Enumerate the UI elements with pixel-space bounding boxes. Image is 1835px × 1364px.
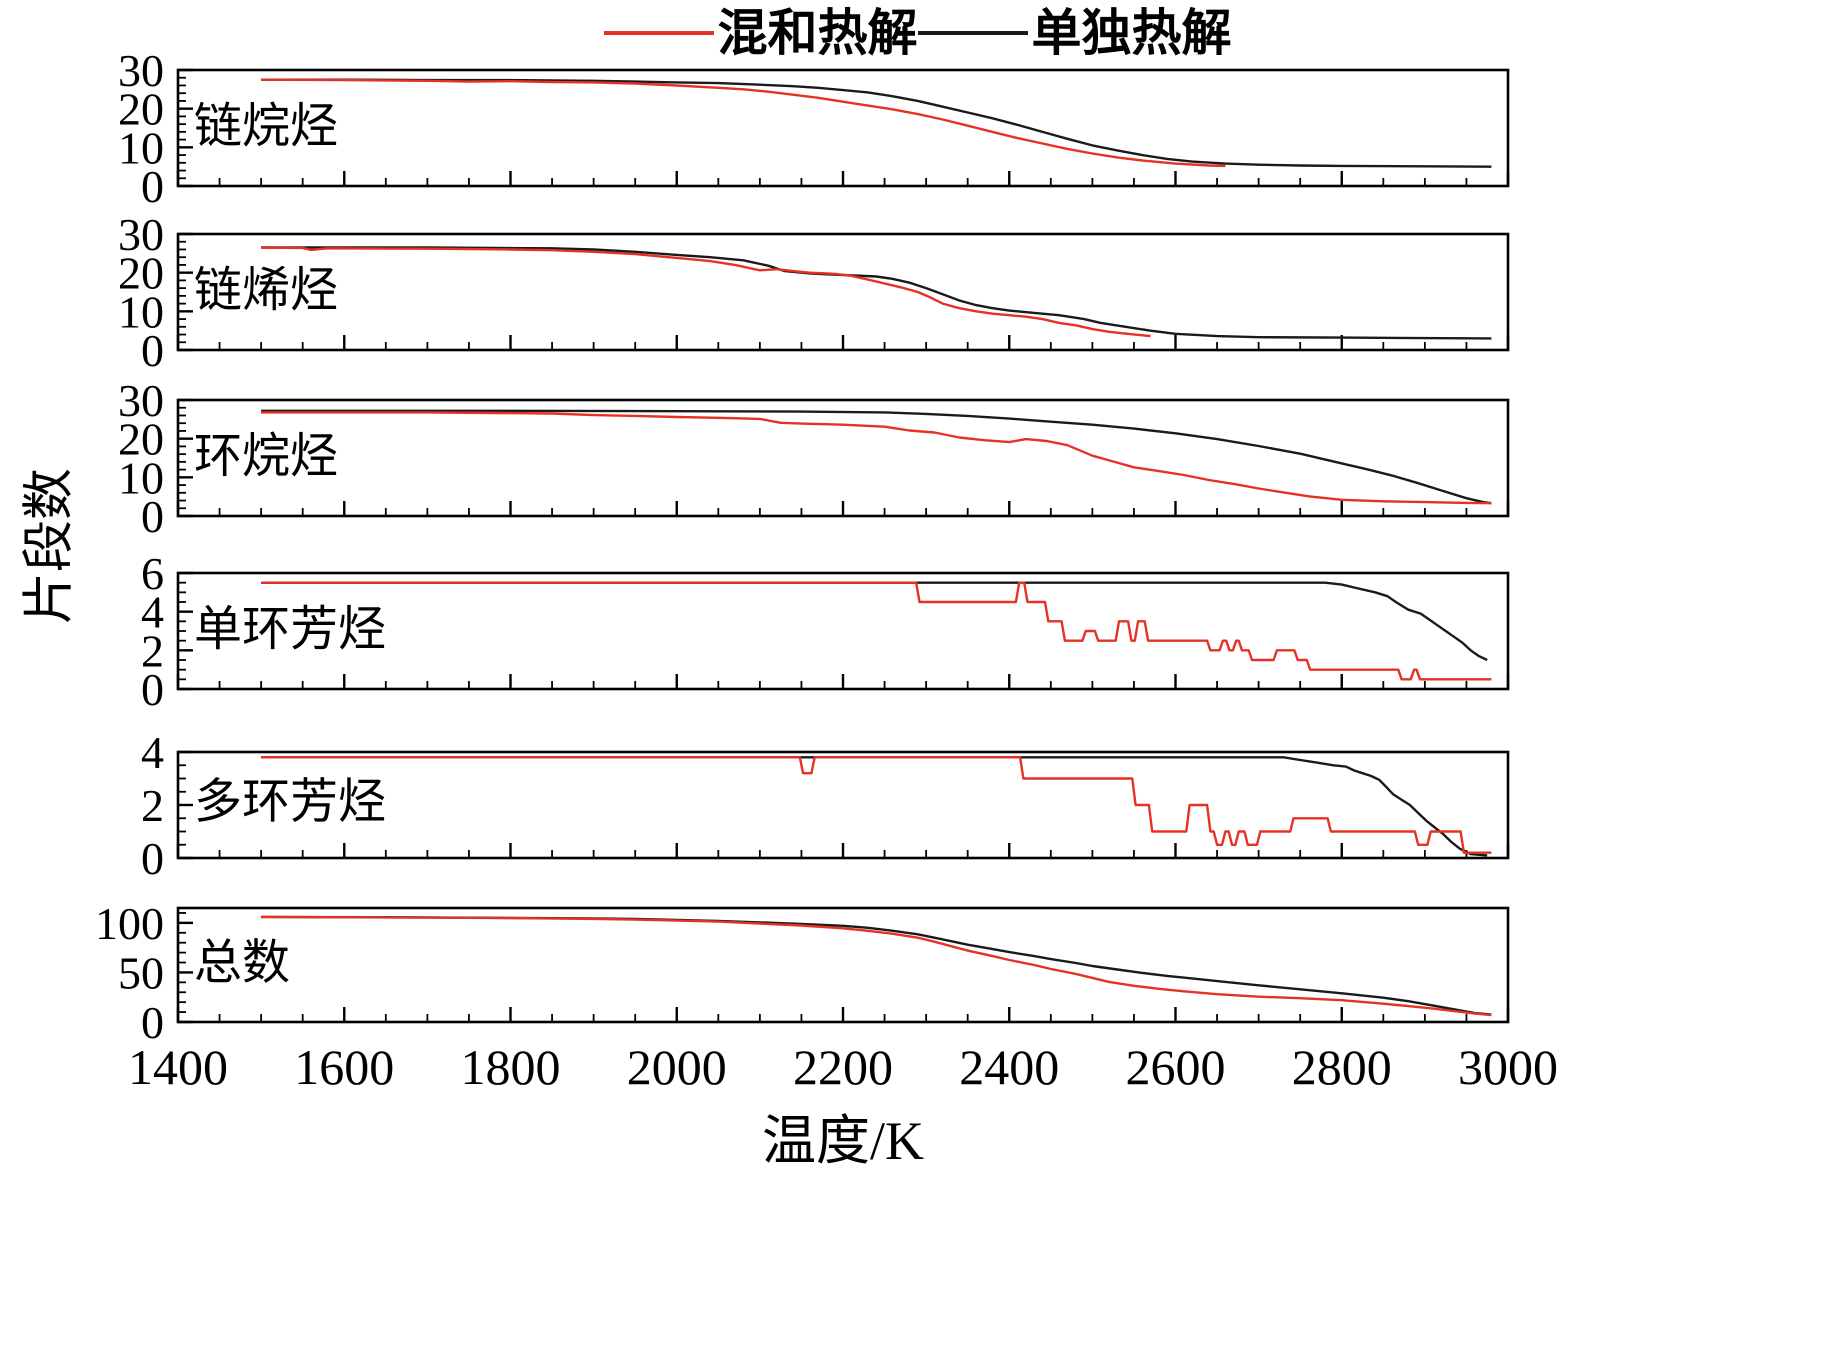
legend-item-mixed-pyrolysis: 混和热解: [603, 2, 918, 64]
y-tick-label: 0: [141, 325, 164, 376]
separate-pyrolysis-line-icon: [917, 31, 1028, 35]
legend-label-separate-pyrolysis: 单独热解: [1031, 5, 1232, 61]
y-tick-label: 10: [118, 452, 164, 503]
panel-frame: [176, 398, 1510, 518]
y-tick-label: 6: [141, 548, 164, 599]
series-line-混和热解: [261, 756, 1492, 854]
panel-title: 单环芳烃: [194, 603, 386, 656]
x-tick-label: 2400: [959, 1039, 1059, 1095]
series-line-单独热解: [261, 581, 1488, 662]
y-tick-label: 0: [141, 161, 164, 212]
y-tick-label: 30: [118, 375, 164, 426]
panel-title: 环烷烃: [194, 430, 338, 483]
y-tick-label: 30: [118, 45, 164, 96]
series-line-单独热解: [261, 409, 1492, 505]
y-tick-label: 20: [118, 248, 164, 299]
series-line-混和热解: [261, 78, 1226, 168]
y-tick-label: 0: [141, 491, 164, 542]
mixed-pyrolysis-line-icon: [603, 31, 714, 35]
legend: 混和热解 单独热解: [0, 2, 1835, 64]
x-tick-label: 1600: [294, 1039, 394, 1095]
x-tick-label: 2200: [793, 1039, 893, 1095]
x-tick-label: 1800: [461, 1039, 561, 1095]
x-axis-label: 温度/K: [762, 1111, 924, 1171]
panel-title: 链烷烃: [194, 100, 338, 153]
x-tick-label: 2800: [1292, 1039, 1392, 1095]
legend-label-mixed-pyrolysis: 混和热解: [717, 5, 918, 61]
panel-frame: [176, 68, 1510, 188]
series-line-混和热解: [261, 915, 1492, 1017]
panel-title: 链烯烃: [194, 264, 338, 317]
y-tick-label: 100: [95, 898, 164, 949]
y-tick-label: 2: [141, 780, 164, 831]
x-tick-label: 2000: [627, 1039, 727, 1095]
y-tick-label: 4: [141, 587, 164, 638]
x-tick-label: 3000: [1458, 1039, 1558, 1095]
y-tick-label: 0: [141, 833, 164, 884]
series-line-混和热解: [261, 411, 1492, 505]
y-tick-label: 20: [118, 84, 164, 135]
y-tick-label: 0: [141, 997, 164, 1048]
x-tick-label: 2600: [1126, 1039, 1226, 1095]
y-tick-label: 10: [118, 286, 164, 337]
panel-title: 多环芳烃: [194, 776, 386, 829]
panel-title: 总数: [194, 937, 290, 990]
y-tick-label: 20: [118, 414, 164, 465]
y-tick-label: 2: [141, 625, 164, 676]
series-line-单独热解: [261, 78, 1492, 168]
y-tick-label: 0: [141, 664, 164, 715]
y-tick-label: 30: [118, 209, 164, 260]
series-line-单独热解: [261, 756, 1488, 857]
panel-frame: [176, 232, 1510, 352]
series-line-混和热解: [261, 581, 1492, 681]
legend-item-separate-pyrolysis: 单独热解: [917, 2, 1232, 64]
series-line-单独热解: [261, 246, 1492, 340]
y-tick-label: 10: [118, 122, 164, 173]
x-tick-label: 1400: [128, 1039, 228, 1095]
y-tick-label: 4: [141, 727, 164, 778]
y-tick-label: 50: [118, 947, 164, 998]
series-line-混和热解: [261, 246, 1151, 338]
